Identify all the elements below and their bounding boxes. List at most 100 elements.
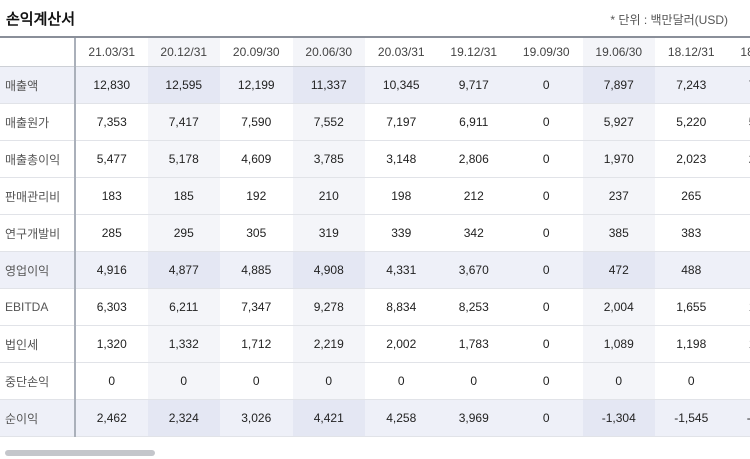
horizontal-scrollbar[interactable] xyxy=(0,444,750,459)
table-cell: 0 xyxy=(510,177,583,215)
table-row: 법인세 1,320 1,332 1,712 2,219 2,002 1,783 0 1,089 1… xyxy=(0,325,750,363)
table-cell: -1,520 xyxy=(727,399,750,437)
income-statement-table[interactable]: 21.03/31 20.12/31 20.09/30 20.06/30 20.03/31… xyxy=(0,36,750,446)
table-cell: 488 xyxy=(655,251,728,289)
row-label: 중단손익 xyxy=(0,362,76,400)
table-cell: 3,969 xyxy=(437,399,510,437)
row-label: 매출원가 xyxy=(0,103,76,141)
header: 손익계산서 * 단위 : 백만달러(USD) xyxy=(0,0,750,36)
table-cell: 2,025 xyxy=(727,140,750,178)
table-cell: 2,004 xyxy=(582,288,655,326)
table-cell: 8,253 xyxy=(437,288,510,326)
table-cell: 10,345 xyxy=(365,66,438,104)
unit-note: * 단위 : 백만달러(USD) xyxy=(610,13,728,27)
table-cell: 1,201 xyxy=(727,325,750,363)
table-cell: 4,885 xyxy=(220,251,293,289)
table-cell: 1,089 xyxy=(582,325,655,363)
table-cell: 0 xyxy=(510,362,583,400)
table-cell: 472 xyxy=(582,251,655,289)
table-cell: 5,149 xyxy=(727,103,750,141)
table-cell: 1,783 xyxy=(437,325,510,363)
table-row: 영업이익 4,916 4,877 4,885 4,908 4,331 3,670 0 472 48… xyxy=(0,251,750,289)
table-cell: 210 xyxy=(292,177,365,215)
table-cell: 0 xyxy=(75,362,148,400)
table-cell: 3,026 xyxy=(220,399,293,437)
row-label: 매출액 xyxy=(0,66,76,104)
table-cell: 493 xyxy=(727,251,750,289)
table-cell: 1,198 xyxy=(655,325,728,363)
table-row: EBITDA 6,303 6,211 7,347 9,278 8,834 8,253 0 2,0… xyxy=(0,288,750,326)
table-cell: 0 xyxy=(510,66,583,104)
row-label: 영업이익 xyxy=(0,251,76,289)
row-label: 판매관리비 xyxy=(0,177,76,215)
row-label: 매출총이익 xyxy=(0,140,76,178)
table-cell: 7,417 xyxy=(147,103,220,141)
table-cell: 0 xyxy=(510,325,583,363)
table-cell: 0 xyxy=(727,362,750,400)
column-header: 19.09/30 xyxy=(510,38,583,67)
table-cell: 390 xyxy=(727,214,750,252)
page-title: 손익계산서 xyxy=(6,11,76,28)
table-cell: 2,023 xyxy=(655,140,728,178)
table-cell: 262 xyxy=(727,177,750,215)
table-cell: 3,148 xyxy=(365,140,438,178)
table-cell: 185 xyxy=(147,177,220,215)
column-header: 20.12/31 xyxy=(147,38,220,67)
table-cell: 192 xyxy=(220,177,293,215)
table-row: 판매관리비1831851922101982120237265262 xyxy=(0,177,750,215)
table-cell: -1,545 xyxy=(655,399,728,437)
table-cell: 5,220 xyxy=(655,103,728,141)
table-cell: 295 xyxy=(147,214,220,252)
column-header: 19.12/31 xyxy=(437,38,510,67)
table-cell: 0 xyxy=(292,362,365,400)
table-cell: 11,337 xyxy=(292,66,365,104)
table-cell: 2,324 xyxy=(147,399,220,437)
column-header: 18.09/30 xyxy=(727,38,750,67)
table-cell: 0 xyxy=(510,288,583,326)
table-cell: 4,258 xyxy=(365,399,438,437)
table-cell: 305 xyxy=(220,214,293,252)
table-cell: 6,303 xyxy=(75,288,148,326)
table-cell: 0 xyxy=(510,140,583,178)
table-cell: 4,609 xyxy=(220,140,293,178)
table-cell: 7,590 xyxy=(220,103,293,141)
table-cell: 0 xyxy=(510,103,583,141)
table-cell: 5,927 xyxy=(582,103,655,141)
table-cell: 7,552 xyxy=(292,103,365,141)
table-cell: 5,477 xyxy=(75,140,148,178)
table-cell: 265 xyxy=(655,177,728,215)
row-label: 순이익 xyxy=(0,399,76,437)
table-cell: 1,970 xyxy=(582,140,655,178)
table-cell: 198 xyxy=(365,177,438,215)
table-cell: 9,717 xyxy=(437,66,510,104)
table-cell: 12,595 xyxy=(147,66,220,104)
table-cell: 0 xyxy=(147,362,220,400)
table-cell: 2,806 xyxy=(437,140,510,178)
table-cell: 6,911 xyxy=(437,103,510,141)
table-cell: 3,785 xyxy=(292,140,365,178)
row-label: 법인세 xyxy=(0,325,76,363)
table-cell: 9,278 xyxy=(292,288,365,326)
table-cell: 385 xyxy=(582,214,655,252)
scrollbar-thumb[interactable] xyxy=(5,450,155,456)
table-cell: 7,243 xyxy=(655,66,728,104)
table-row: 순이익 2,462 2,324 3,026 4,421 4,258 3,969 0 -1,304… xyxy=(0,399,750,437)
table-cell: 2,462 xyxy=(75,399,148,437)
table-cell: 2,002 xyxy=(365,325,438,363)
table-cell: -1,304 xyxy=(582,399,655,437)
table-row: 중단손익0000000000 xyxy=(0,362,750,400)
column-header: 20.06/30 xyxy=(292,38,365,67)
table-cell: 6,211 xyxy=(147,288,220,326)
table-cell: 4,877 xyxy=(147,251,220,289)
table-cell: 2,219 xyxy=(292,325,365,363)
table-cell: 7,353 xyxy=(75,103,148,141)
table-cell: 0 xyxy=(437,362,510,400)
header-row: 21.03/31 20.12/31 20.09/30 20.06/30 20.03/31… xyxy=(0,38,750,67)
table-cell: 237 xyxy=(582,177,655,215)
table-cell: 7,897 xyxy=(582,66,655,104)
column-header: 18.12/31 xyxy=(655,38,728,67)
row-label: 연구개발비 xyxy=(0,214,76,252)
table-cell: 12,199 xyxy=(220,66,293,104)
table-cell: 7,174 xyxy=(727,66,750,104)
column-header: 20.09/30 xyxy=(220,38,293,67)
